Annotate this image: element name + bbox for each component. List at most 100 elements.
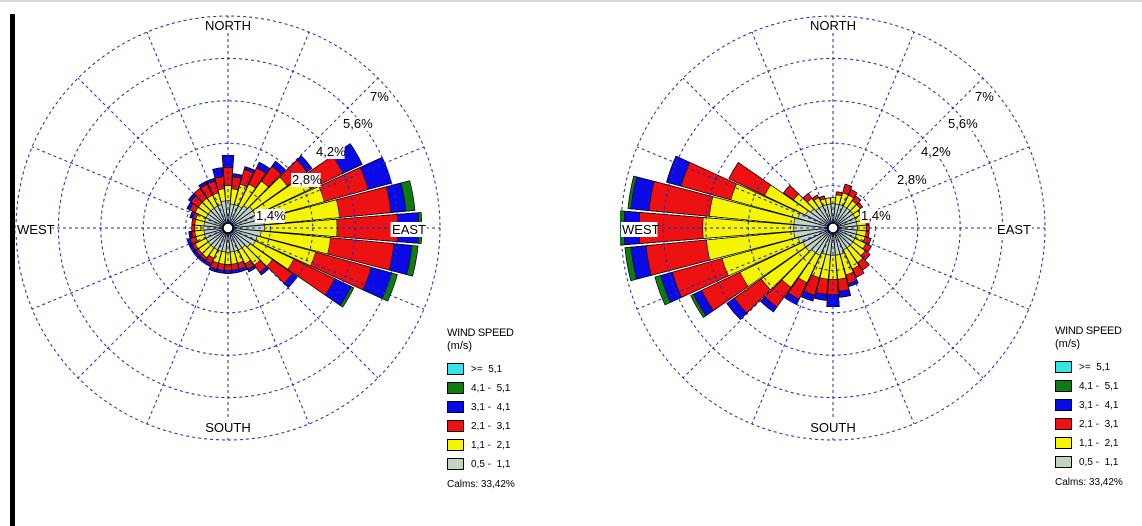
sector-170deg-0.5-1.1	[227, 227, 235, 253]
legend-swatch	[1055, 437, 1072, 449]
ring-1	[142, 142, 314, 314]
sector-240deg-0.5-1.1	[802, 227, 834, 248]
calms-label: Calms: 33,42%	[1055, 477, 1123, 488]
ring-1	[747, 142, 919, 314]
spoke-line	[146, 227, 229, 425]
ring-label-bg	[315, 145, 345, 159]
legend-1: WIND SPEED (m/s) >= 5,1 4,1 - 5,1 3,1 - 4,…	[447, 327, 515, 490]
top-border	[0, 0, 1142, 2]
spoke-line	[636, 146, 834, 229]
ring-4	[15, 15, 441, 441]
sector-210deg-0.5-1.1	[815, 227, 834, 256]
ring-0	[185, 185, 271, 271]
ring-label-bg	[896, 173, 926, 187]
ring-label-bg	[920, 145, 950, 159]
compass-label-bg	[810, 420, 856, 435]
ring-label-bg	[974, 90, 989, 104]
spoke-line	[77, 227, 229, 379]
ring-label-0: 1,4%	[256, 208, 286, 223]
spoke-line	[146, 31, 229, 229]
sector-330deg-0.5-1.1	[213, 205, 229, 229]
sector-150deg-0.5-1.1	[832, 227, 848, 251]
legend-swatch	[447, 401, 464, 413]
legend-unit: (m/s)	[1055, 338, 1081, 350]
legend-label: 1,1 - 2,1	[471, 440, 511, 451]
legend-item: 4,1 - 5,1	[1055, 378, 1123, 397]
spoke-line	[682, 227, 834, 379]
spoke-line	[832, 146, 1030, 229]
sector-310deg-0.5-1.1	[810, 208, 834, 229]
spoke-line	[751, 227, 834, 425]
compass-south: SOUTH	[810, 420, 856, 435]
legend-item: 1,1 - 2,1	[1055, 435, 1123, 454]
legend-item: >= 5,1	[447, 361, 515, 380]
ring-label-3: 5,6%	[948, 116, 978, 131]
compass-west: WEST	[622, 222, 660, 237]
legend-item: >= 5,1	[1055, 359, 1123, 378]
compass-label-bg	[995, 222, 1032, 237]
compass-south: SOUTH	[205, 420, 251, 435]
spoke-line	[751, 31, 834, 229]
legend-label: 0,5 - 1,1	[1079, 457, 1119, 468]
compass-east: EAST	[392, 222, 426, 237]
legend-swatch	[1055, 418, 1072, 430]
legend-swatch	[1055, 361, 1072, 373]
legend-label: 1,1 - 2,1	[1079, 438, 1119, 449]
sector-60deg-0.5-1.1	[832, 213, 856, 229]
calms-label: Calms: 33,42%	[447, 479, 515, 490]
sector-130deg-0.5-1.1	[227, 227, 251, 248]
legend-item: 3,1 - 4,1	[447, 399, 515, 418]
legend-swatch	[447, 420, 464, 432]
compass-west: WEST	[17, 222, 55, 237]
compass-label-bg	[621, 222, 658, 237]
ring-label-bg	[342, 117, 372, 131]
sector-260deg-0.5-1.1	[793, 227, 834, 239]
wind-rose-chart-1: 1,4% 2,8% 4,2% 5,6% 7% NORTH SOUTH EAST WEST	[15, 15, 441, 441]
legend-swatch	[447, 439, 464, 451]
left-border	[10, 14, 15, 526]
calm-center	[827, 222, 839, 234]
compass-label-bg	[390, 222, 427, 237]
spoke-line	[832, 227, 1030, 310]
sector-40deg-0.5-1.1	[227, 205, 248, 229]
rose-grid	[620, 15, 1046, 441]
ring-label-bg	[291, 173, 321, 187]
legend-swatch	[1055, 456, 1072, 468]
legend-title: WIND SPEED	[447, 327, 514, 339]
spoke-line	[832, 31, 915, 229]
compass-label-bg	[205, 420, 251, 435]
sector-170deg-0.5-1.1	[832, 227, 841, 256]
legend-item: 0,5 - 1,1	[1055, 454, 1123, 473]
legend-label: 4,1 - 5,1	[471, 383, 511, 394]
spoke-line	[77, 77, 229, 229]
legend-item: 1,1 - 2,1	[447, 437, 515, 456]
legend-swatch	[447, 363, 464, 375]
legend-swatch	[447, 382, 464, 394]
ring-label-1: 2,8%	[897, 172, 927, 187]
legend-swatch	[447, 458, 464, 470]
legend-item: 0,5 - 1,1	[447, 456, 515, 475]
spoke-line	[31, 146, 229, 229]
ring-label-0: 1,4%	[861, 208, 891, 223]
ring-label-3: 5,6%	[343, 116, 373, 131]
ring-label-bg	[369, 90, 384, 104]
spoke-line	[227, 146, 425, 229]
compass-north: NORTH	[810, 18, 856, 33]
sector-240deg-0.5-1.1	[205, 227, 229, 243]
ring-label-bg	[947, 117, 977, 131]
compass-north: NORTH	[205, 18, 251, 33]
ring-label-bg	[860, 209, 890, 223]
spoke-line	[832, 77, 984, 229]
legend-unit: (m/s)	[447, 340, 473, 352]
sector-350deg-0.5-1.1	[826, 203, 834, 229]
ring-label-2: 4,2%	[316, 144, 346, 159]
legend-item: 2,1 - 3,1	[447, 418, 515, 437]
legend-item: 2,1 - 3,1	[1055, 416, 1123, 435]
rose-labels: 1,4% 2,8% 4,2% 5,6% 7% NORTH SOUTH EAST WEST	[16, 18, 427, 435]
spoke-line	[636, 227, 834, 310]
spoke-line	[227, 227, 310, 425]
sector-230deg-0.5-1.1	[805, 227, 834, 252]
ring-label-4: 7%	[370, 89, 389, 104]
ring-0	[790, 185, 876, 271]
legend-label: 3,1 - 4,1	[1079, 400, 1119, 411]
